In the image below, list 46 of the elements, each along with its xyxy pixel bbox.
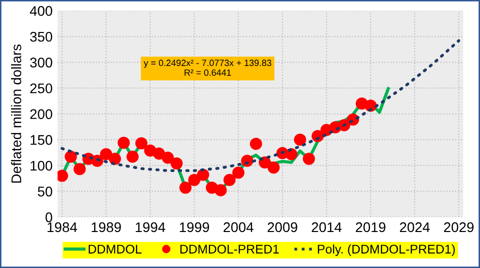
y-axis-title: Deflated million dollars [11, 44, 22, 183]
y-tick-label: 150 [30, 135, 52, 145]
point [64, 150, 77, 163]
point [152, 148, 166, 160]
point [58, 170, 68, 182]
point [118, 136, 130, 149]
x-tick-label: 2024 [400, 222, 430, 232]
point [74, 163, 86, 176]
x-tick-label: 1994 [136, 222, 166, 232]
x-tick-label: 1999 [180, 222, 210, 232]
point [188, 174, 200, 186]
point [162, 152, 174, 164]
point [108, 152, 121, 165]
y-tick-label: 250 [30, 83, 52, 94]
y-tick-label: 200 [30, 109, 52, 120]
point [179, 182, 192, 194]
x-tick-label: 2009 [268, 222, 298, 232]
x-tick-label: 2004 [224, 222, 254, 232]
y-tick-label: 400 [30, 6, 52, 16]
y-tick-label: 0 [46, 212, 52, 222]
legend-label: Poly. (DDMDOL-PRED1) [318, 244, 455, 256]
point [294, 134, 306, 146]
point [268, 161, 280, 174]
x-tick-label: 2029 [444, 222, 474, 232]
point [100, 148, 112, 160]
point [232, 166, 244, 179]
point [250, 138, 262, 150]
x-tick-label: 1984 [48, 222, 78, 232]
point [126, 150, 139, 163]
x-tick-label: 2014 [312, 222, 342, 232]
y-tick-label: 100 [30, 160, 52, 171]
point [214, 184, 227, 196]
x-tick-label: 2019 [356, 222, 386, 232]
legend-label: DDMDOL [88, 244, 142, 254]
annotation: y = 0.2492x² - 7.0773x + 139.83 R² = 0.6441 [144, 60, 272, 76]
y-tick-label: 300 [30, 58, 52, 68]
point [223, 174, 236, 186]
legend-label: DDMDOL-PRED1 [180, 244, 279, 254]
point [170, 157, 183, 170]
line-series [60, 39, 460, 172]
point [302, 152, 315, 165]
point [197, 168, 210, 181]
y-tick-label: 50 [38, 186, 52, 196]
x-tick-label: 1989 [92, 222, 121, 232]
point [135, 137, 148, 150]
y-tick-label: 350 [30, 32, 52, 42]
